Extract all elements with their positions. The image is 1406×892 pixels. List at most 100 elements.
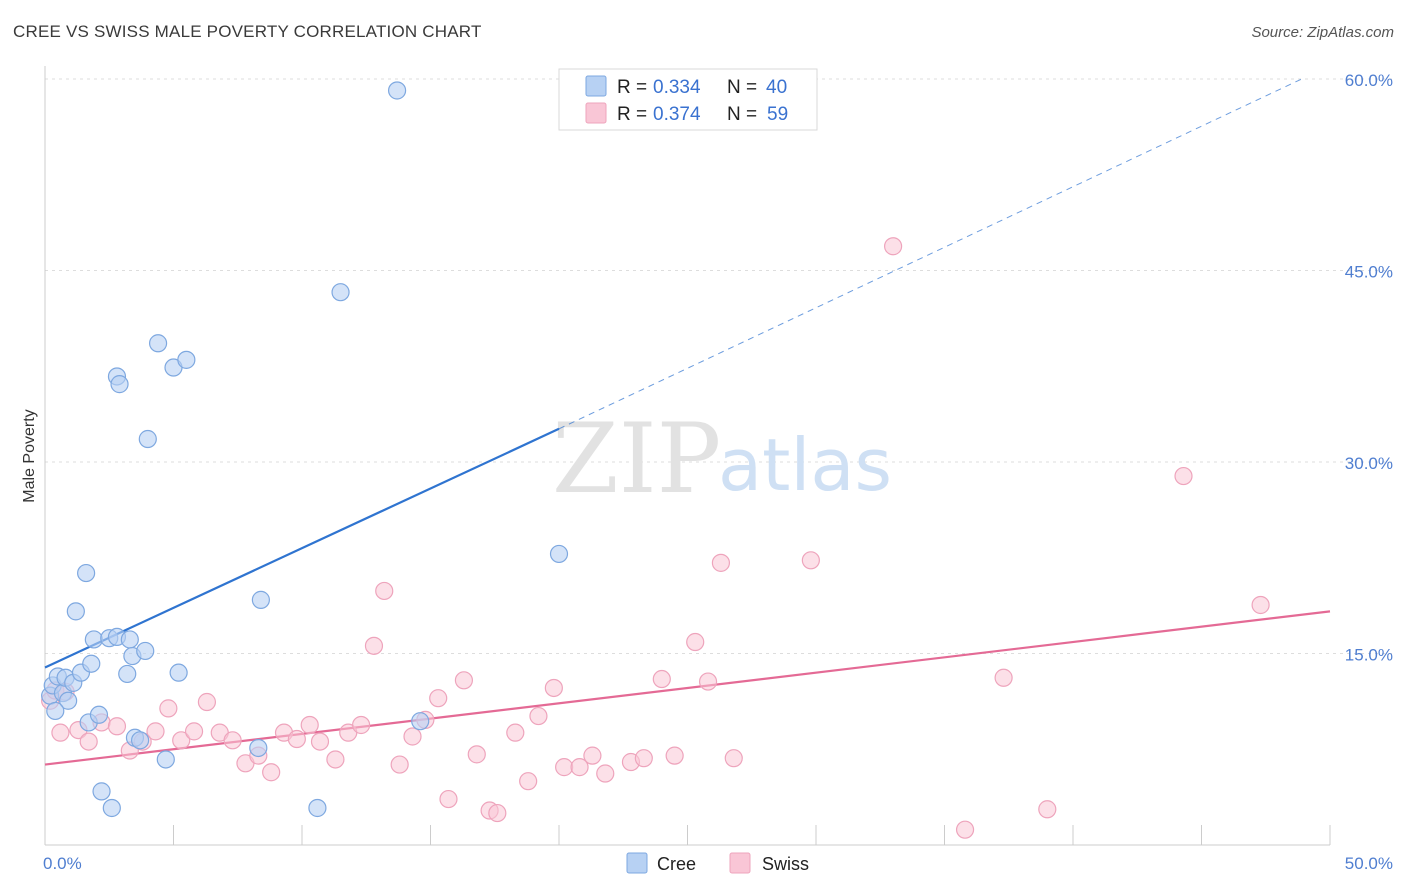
legend-swiss-n-value: 59 (767, 104, 788, 125)
cree-point (66, 602, 85, 621)
swiss-point (300, 715, 319, 735)
cree-point (110, 375, 129, 394)
swiss-point (665, 746, 684, 765)
cree-point (92, 782, 111, 801)
cree-trend-line (44, 427, 560, 669)
cree-point (120, 630, 139, 649)
y-axis-label: Male Poverty (21, 409, 38, 502)
swiss-point (310, 732, 330, 751)
swiss-point (994, 668, 1013, 687)
swiss-point (698, 672, 718, 691)
cree-point (46, 701, 65, 721)
swiss-point (529, 706, 548, 726)
cree-point (308, 798, 327, 818)
cree-point (82, 654, 101, 673)
cree-point (549, 544, 569, 564)
cree-point (156, 750, 175, 769)
cree-point (77, 563, 96, 583)
swiss-point (146, 722, 165, 741)
swiss-point (488, 803, 507, 823)
cree-point (84, 630, 103, 649)
legend-swiss-r-label: R = (617, 104, 647, 125)
cree-point (251, 590, 270, 609)
cree-point (249, 738, 268, 758)
swiss-point (652, 669, 671, 689)
swiss-point (1174, 466, 1193, 486)
legend-swatch-cree (585, 75, 607, 97)
swiss-point (403, 727, 422, 746)
correlation-legend: R = 0.334 N = 40 R = 0.374 N = 59 (558, 68, 818, 131)
cree-point (136, 641, 155, 661)
bottom-legend-swiss: Swiss (762, 854, 809, 874)
swiss-point (555, 758, 574, 777)
swiss-point (223, 731, 242, 750)
data-points (41, 81, 1270, 839)
y-tick-label: 60.0% (1345, 71, 1393, 90)
cree-point (130, 731, 150, 750)
cree-point (411, 712, 430, 731)
swiss-point (467, 745, 486, 764)
source-label: Source: ZipAtlas.com (1251, 24, 1394, 41)
legend-cree-r-value: 0.334 (653, 77, 701, 98)
bottom-legend-swatch-swiss (729, 852, 751, 874)
swiss-point (570, 758, 589, 777)
swiss-point (326, 750, 345, 769)
grid-lines (45, 78, 1392, 654)
cree-point (387, 81, 407, 100)
legend-cree-n-label: N = (727, 77, 757, 98)
swiss-point (172, 731, 191, 750)
axes (44, 66, 1331, 846)
swiss-point (544, 678, 563, 698)
swiss-point (79, 732, 98, 751)
cree-point (118, 664, 137, 684)
cree-point (102, 798, 121, 818)
swiss-point (519, 772, 538, 791)
swiss-point (439, 789, 458, 809)
swiss-point (375, 581, 394, 601)
swiss-point (429, 689, 448, 708)
swiss-point (506, 723, 525, 742)
swiss-point (184, 722, 204, 741)
tick-labels: 15.0% 30.0% 45.0% 60.0% 0.0% 50.0% (43, 71, 1393, 873)
chart-title: CREE VS SWISS MALE POVERTY CORRELATION C… (13, 22, 482, 41)
swiss-point (711, 553, 731, 572)
swiss-point (390, 755, 409, 774)
swiss-point (454, 671, 474, 690)
swiss-point (583, 746, 602, 765)
cree-point (89, 705, 109, 724)
swiss-point (955, 820, 975, 839)
x-tick-label: 50.0% (1345, 854, 1393, 873)
watermark-atlas: atlas (718, 423, 892, 507)
legend-cree-n-value: 40 (766, 77, 787, 98)
cree-point (138, 429, 157, 449)
swiss-point (883, 237, 903, 256)
y-tick-label: 30.0% (1345, 454, 1393, 473)
swiss-point (801, 551, 820, 570)
watermark-zip: ZIP (552, 403, 721, 515)
swiss-point (352, 715, 371, 735)
legend-swiss-r-value: 0.374 (653, 104, 701, 125)
cree-point (177, 350, 196, 369)
swiss-point (596, 764, 615, 783)
cree-point (331, 283, 350, 302)
swiss-point (1251, 595, 1270, 615)
swiss-point (364, 636, 384, 655)
bottom-legend-swatch-cree (626, 852, 648, 874)
legend-swiss-n-label: N = (727, 104, 757, 125)
swiss-point (262, 763, 281, 782)
swiss-point (159, 699, 178, 718)
cree-point (169, 663, 188, 682)
bottom-legend-cree: Cree (657, 854, 696, 874)
swiss-point (686, 632, 705, 652)
cree-trend-extension (558, 78, 1302, 430)
swiss-point (197, 692, 217, 712)
cree-point (148, 334, 168, 353)
swiss-point (1038, 800, 1057, 819)
series-legend: Cree Swiss (626, 852, 809, 874)
cree-point (59, 691, 78, 710)
swiss-point (287, 729, 306, 749)
watermark: ZIP atlas (552, 403, 892, 515)
x-tick-label: 0.0% (43, 854, 82, 873)
legend-cree-r-label: R = (617, 77, 647, 98)
